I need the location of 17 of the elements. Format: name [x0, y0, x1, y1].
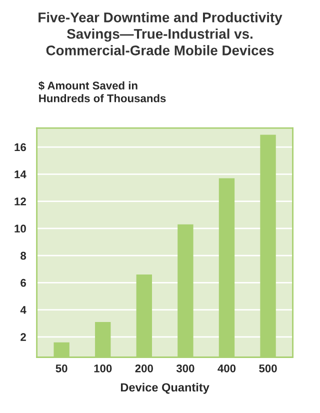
- y-tick-label: 14: [14, 170, 26, 178]
- x-tick-label: 50: [56, 364, 68, 372]
- y-tick-label: 10: [14, 224, 26, 233]
- x-tick-label: 300: [176, 364, 194, 372]
- x-tick-label: 100: [94, 364, 112, 372]
- y-tick-label: 16: [14, 143, 26, 152]
- y-tick-label: 4: [20, 306, 26, 314]
- y-axis-title: $ Amount Saved in Hundreds of Thousands: [38, 81, 166, 102]
- x-tick-label: 400: [218, 364, 236, 372]
- y-tick-label: 8: [20, 252, 26, 260]
- y-tick-label: 2: [20, 333, 26, 341]
- y-tick-label: 12: [14, 198, 26, 206]
- y-tick-label: 6: [20, 278, 26, 287]
- x-tick-label: 200: [135, 364, 153, 372]
- chart-title: Five-Year Downtime and Productivity Savings—True-Industrial vs. Commercial-Grade Mobile Devices: [38, 12, 282, 56]
- x-tick-label: 500: [259, 364, 277, 372]
- x-axis-title: Device Quantity: [120, 382, 210, 394]
